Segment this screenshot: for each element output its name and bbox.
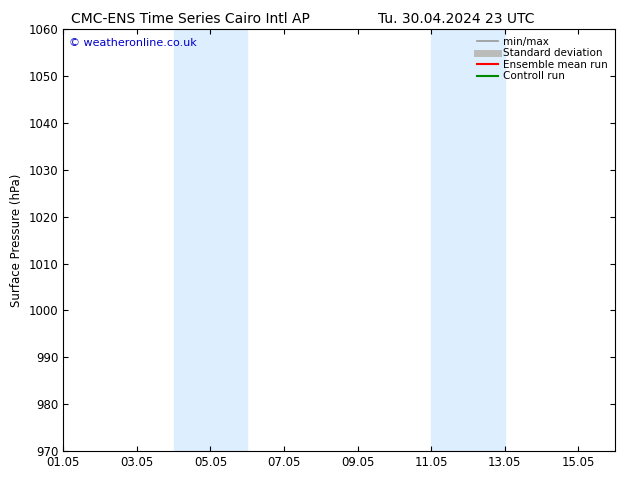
Legend: min/max, Standard deviation, Ensemble mean run, Controll run: min/max, Standard deviation, Ensemble me… xyxy=(475,35,610,83)
Text: CMC-ENS Time Series Cairo Intl AP: CMC-ENS Time Series Cairo Intl AP xyxy=(71,12,309,26)
Bar xyxy=(431,29,505,451)
Text: © weatheronline.co.uk: © weatheronline.co.uk xyxy=(69,38,197,48)
Text: Tu. 30.04.2024 23 UTC: Tu. 30.04.2024 23 UTC xyxy=(378,12,534,26)
Bar xyxy=(174,29,247,451)
Y-axis label: Surface Pressure (hPa): Surface Pressure (hPa) xyxy=(10,173,23,307)
